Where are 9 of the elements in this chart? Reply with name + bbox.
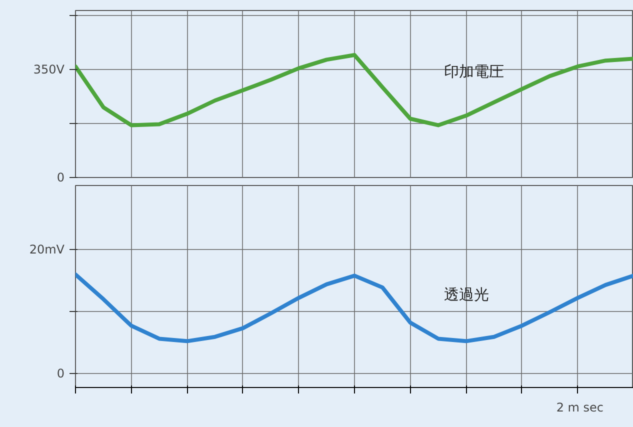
y-tick-label: 0 [56,366,65,380]
y-tick-label: 20mV [29,242,66,257]
y-tick-label: 350V [33,62,66,76]
line-series [76,53,633,128]
series-label: 印加電圧 [444,62,504,81]
line-series [76,272,633,344]
text: 透過光 [444,286,489,304]
text: 2 m sec [556,400,604,414]
y-tick-label: 0 [56,170,65,184]
